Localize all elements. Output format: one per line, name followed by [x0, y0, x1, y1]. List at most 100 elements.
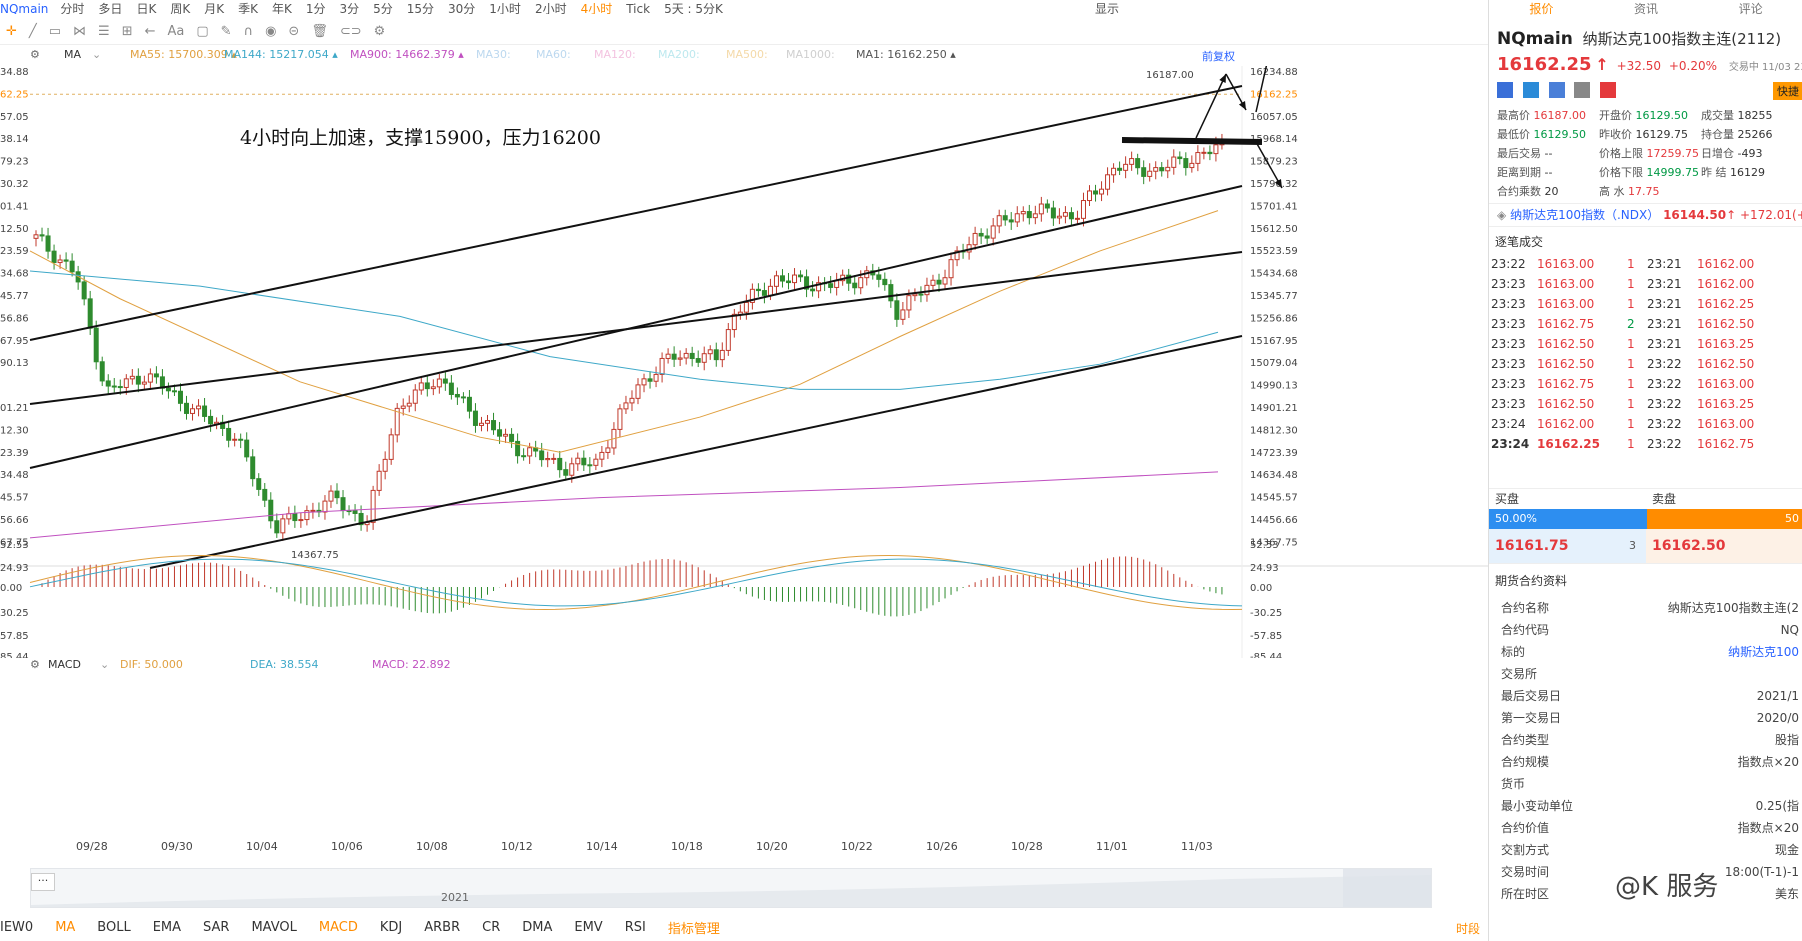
note-icon[interactable]: ▢ [196, 23, 209, 39]
period-tab[interactable]: 月K [204, 2, 225, 14]
period-tab[interactable]: 1分 [305, 2, 326, 14]
trash-icon[interactable]: 🗑 [311, 23, 328, 39]
quote-cell: 成交量 18255 [1701, 109, 1773, 122]
pattern-tool-icon[interactable]: ⋈ [73, 23, 87, 39]
indicator-tab[interactable]: SAR [203, 920, 230, 935]
candle-body [888, 284, 894, 302]
fib-tool-icon[interactable]: ☰ [98, 23, 110, 39]
candle-body [503, 433, 509, 437]
quick-trade-button[interactable]: 快捷 [1773, 82, 1802, 100]
restore-selector[interactable]: 前复权 [1202, 50, 1235, 63]
lightning-icon[interactable] [1522, 82, 1539, 98]
alert-icon[interactable] [1548, 82, 1565, 98]
candle-body [370, 489, 376, 523]
note-icon[interactable] [1574, 82, 1591, 98]
index-name[interactable]: 纳斯达克100指数（.NDX） [1510, 208, 1660, 222]
gear-icon[interactable]: ⚙ [30, 658, 40, 671]
period-tab[interactable]: 5天 : 5分K [664, 2, 723, 14]
chevron-down-icon[interactable]: ⌄ [100, 658, 110, 671]
macd-type[interactable]: MACD [48, 658, 81, 671]
ma-legend-item: MA500: [726, 48, 768, 61]
font-tool[interactable]: Aa [167, 23, 185, 39]
price-axis-label: 15434.68 [1250, 269, 1298, 280]
date-tick: 10/26 [926, 840, 958, 853]
link-icon[interactable]: ⊂⊃ [339, 23, 362, 39]
settings-icon[interactable]: ⚙ [373, 23, 386, 39]
price-axis-label-left: 30.32 [0, 179, 29, 190]
period-tab[interactable]: 年K [271, 2, 292, 14]
period-tab[interactable]: 5分 [373, 2, 393, 14]
indicator-tab[interactable]: BOLL [97, 920, 131, 935]
panel-tab[interactable]: 资讯 [1634, 2, 1659, 16]
period-tab[interactable]: 4小时 [580, 2, 613, 14]
candle-body [400, 405, 406, 409]
candle-body [924, 284, 930, 296]
session-button[interactable]: 时段 [1456, 922, 1481, 936]
gear-icon[interactable]: ⚙ [30, 48, 40, 61]
candle-body [51, 250, 57, 264]
indicator-tab[interactable]: MA [55, 920, 76, 935]
indicator-tab[interactable]: MAVOL [251, 920, 297, 935]
period-tab[interactable]: 周K [170, 2, 191, 14]
price-chart[interactable]: 16234.88 16162.25 16057.05 15968.14 15879.23… [0, 66, 1488, 658]
symbol-label[interactable]: NQmain [0, 2, 49, 14]
period-tab[interactable]: 30分 [448, 2, 476, 14]
indicator-tab[interactable]: EMV [574, 920, 603, 935]
line-tool-icon[interactable]: ╱ [28, 23, 37, 39]
price-axis-label-left: 56.86 [0, 313, 29, 324]
price-axis-label-left: 23.59 [0, 246, 29, 257]
indicator-tab[interactable]: EMA [152, 920, 182, 935]
pen-icon[interactable]: ✎ [220, 23, 232, 39]
period-tab[interactable]: 日K [136, 2, 157, 14]
heart-icon[interactable] [1600, 82, 1617, 98]
ask-price[interactable]: 16162.50 [1652, 538, 1726, 554]
chart-icon[interactable] [1497, 82, 1513, 98]
period-tab[interactable]: 季K [238, 2, 258, 14]
ma-type[interactable]: MA [64, 48, 82, 61]
price-axis-label: 16057.05 [1250, 112, 1298, 123]
measure-tool-icon[interactable]: ⊞ [121, 23, 133, 39]
lock-icon[interactable]: ⊝ [288, 23, 300, 39]
period-tab[interactable]: 15分 [406, 2, 435, 14]
candle-body [846, 274, 852, 284]
crosshair-icon[interactable]: ✛ [6, 23, 17, 39]
panel-tab[interactable]: 评论 [1738, 2, 1763, 16]
indicator-tab[interactable]: IEW0 [0, 920, 34, 935]
indicator-tab[interactable]: 指标管理 [667, 922, 720, 937]
period-tab[interactable]: 1小时 [489, 2, 521, 14]
rect-tool-icon[interactable]: ▭ [48, 23, 62, 39]
candle-body [954, 250, 960, 261]
candle-body [352, 510, 358, 514]
indicator-tab[interactable]: MACD [318, 920, 358, 935]
candle-body [581, 457, 587, 466]
period-tab[interactable]: 2小时 [534, 2, 567, 14]
range-navigator[interactable]: ··· 2021 [30, 868, 1432, 908]
candle-body [81, 281, 87, 300]
bid-price[interactable]: 16161.75 [1495, 538, 1569, 554]
macd-axis-label-left: 30.25 [0, 608, 29, 619]
period-tab[interactable]: 分时 [60, 2, 85, 14]
period-tab[interactable]: 多日 [98, 2, 123, 14]
candle-body [1087, 190, 1092, 202]
candle-body [1068, 212, 1074, 220]
arrow-tool-icon[interactable]: ← [144, 23, 156, 39]
chevron-down-icon[interactable]: ⌄ [92, 48, 102, 61]
indicator-tab[interactable]: DMA [522, 920, 553, 935]
candle-body [509, 433, 515, 442]
price-axis-label-left: 12.50 [0, 224, 29, 235]
panel-tab[interactable]: 报价 [1529, 2, 1554, 16]
magnet-icon[interactable]: ∩ [243, 23, 254, 39]
ma-legend-item: MA1: 16162.250 ▴ [856, 48, 956, 61]
indicator-tab[interactable]: RSI [624, 920, 646, 935]
contract-row: 合约代码 NQ [1501, 623, 1799, 637]
indicator-tab[interactable]: CR [482, 920, 501, 935]
indicator-tab[interactable]: KDJ [379, 920, 403, 935]
macd-axis-label-left: 0.00 [0, 583, 22, 594]
more-button[interactable]: ··· [31, 873, 55, 891]
display-menu[interactable]: 显示 [1095, 2, 1120, 14]
period-tab[interactable]: 3分 [339, 2, 360, 14]
candle-body [1020, 211, 1026, 215]
eye-icon[interactable]: ◉ [265, 23, 277, 39]
indicator-tab[interactable]: ARBR [424, 920, 461, 935]
period-tab[interactable]: Tick [626, 2, 651, 14]
